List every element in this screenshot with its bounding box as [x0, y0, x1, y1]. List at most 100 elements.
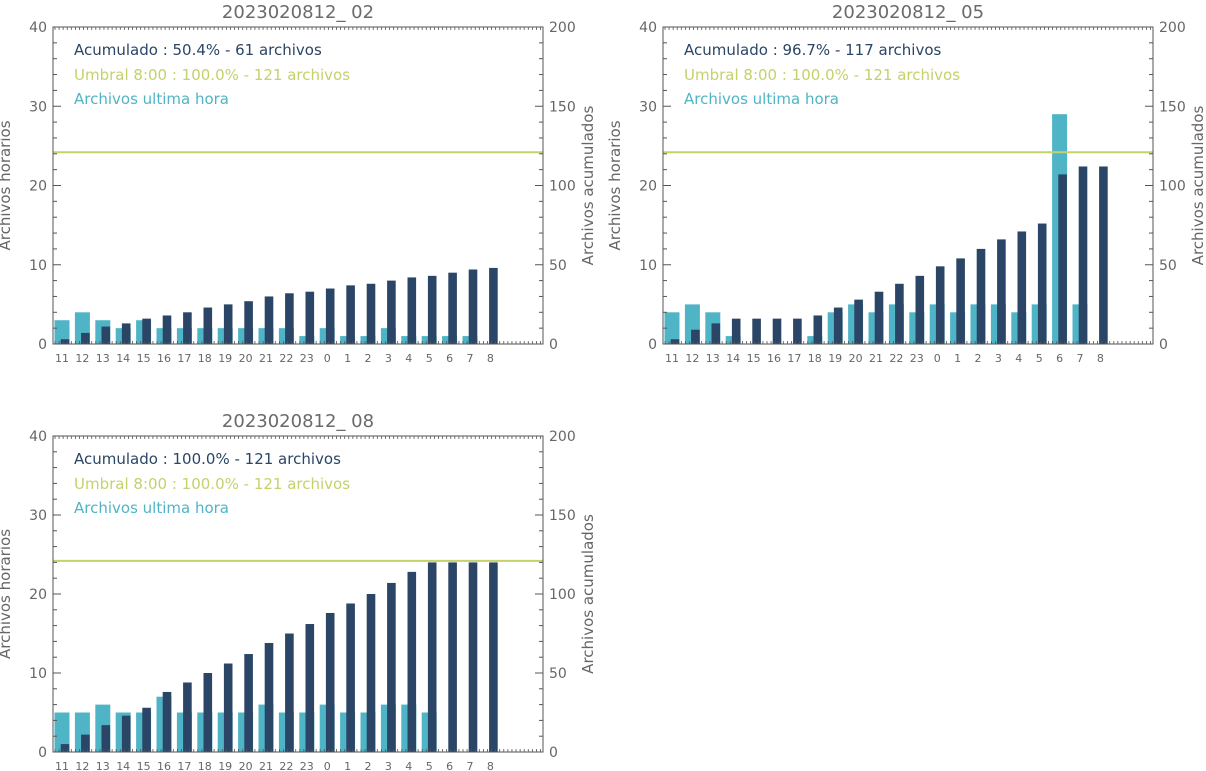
hourly-bar-11 — [664, 312, 680, 344]
x-tick-label-11: 11 — [665, 352, 679, 365]
cumulative-bar-22 — [285, 293, 294, 344]
x-tick-label-1: 1 — [954, 352, 961, 365]
x-tick-label-8: 8 — [1097, 352, 1104, 365]
cumulative-bar-0 — [325, 288, 335, 344]
x-tick-label-13: 13 — [96, 352, 110, 365]
y-right-tick-label-150: 150 — [1159, 99, 1186, 115]
x-tick-label-11: 11 — [55, 760, 69, 771]
cumulative-bar-22 — [285, 633, 294, 752]
cumulative-bar-16 — [772, 318, 782, 344]
legend-cumulative: Acumulado : 50.4% - 61 archivos — [74, 41, 322, 59]
x-tick-label-17: 17 — [177, 352, 191, 365]
cumulative-bar-8 — [1099, 166, 1108, 344]
legend-threshold: Umbral 8:00 : 100.0% - 121 archivos — [74, 475, 350, 493]
y-right-tick-label-150: 150 — [549, 99, 576, 115]
cumulative-bar-5 — [427, 562, 437, 752]
hourly-bar-11 — [54, 320, 70, 344]
cumulative-bar-4 — [1017, 231, 1027, 344]
cumulative-bar-3 — [997, 239, 1006, 344]
cumulative-bar-6 — [448, 272, 457, 344]
cumulative-bar-7 — [468, 562, 478, 752]
y-left-tick-label-40: 40 — [639, 20, 657, 36]
x-tick-label-12: 12 — [685, 352, 699, 365]
x-tick-label-16: 16 — [767, 352, 781, 365]
y-right-tick-label-0: 0 — [549, 745, 558, 761]
cumulative-bar-23 — [305, 291, 315, 344]
cumulative-bar-17 — [183, 312, 192, 344]
x-tick-label-19: 19 — [218, 352, 232, 365]
x-tick-label-12: 12 — [75, 760, 89, 771]
cumulative-bar-1 — [956, 258, 965, 344]
x-tick-label-23: 23 — [300, 352, 314, 365]
x-tick-label-14: 14 — [726, 352, 740, 365]
cumulative-bar-12 — [81, 332, 90, 344]
x-tick-label-5: 5 — [426, 352, 433, 365]
y-right-tick-label-150: 150 — [549, 508, 576, 524]
cumulative-bar-19 — [833, 307, 843, 344]
cumulative-bar-13 — [101, 326, 111, 344]
y-right-tick-label-100: 100 — [549, 587, 576, 603]
cumulative-bar-5 — [427, 275, 437, 344]
y-right-tick-label-100: 100 — [1159, 179, 1186, 195]
x-tick-label-15: 15 — [137, 352, 151, 365]
y-right-tick-label-100: 100 — [549, 179, 576, 195]
y-right-tick-label-0: 0 — [549, 337, 558, 353]
x-tick-label-2: 2 — [365, 352, 372, 365]
y-right-tick-label-200: 200 — [549, 20, 576, 36]
cumulative-bar-11 — [60, 744, 70, 752]
x-tick-label-20: 20 — [849, 352, 863, 365]
x-tick-label-3: 3 — [995, 352, 1002, 365]
cumulative-bar-14 — [731, 318, 741, 344]
cumulative-bar-2 — [366, 594, 376, 752]
x-tick-label-19: 19 — [828, 352, 842, 365]
cumulative-bar-11 — [60, 339, 70, 344]
cumulative-bar-21 — [264, 296, 274, 344]
x-tick-label-7: 7 — [467, 352, 474, 365]
x-tick-label-4: 4 — [405, 760, 412, 771]
cumulative-bar-15 — [142, 707, 151, 752]
y-left-tick-label-10: 10 — [639, 258, 657, 274]
cumulative-bar-18 — [813, 315, 823, 344]
x-tick-label-3: 3 — [385, 352, 392, 365]
x-tick-label-1: 1 — [344, 352, 351, 365]
cumulative-bar-18 — [203, 307, 213, 344]
cumulative-bar-1 — [346, 603, 355, 752]
y-left-tick-label-30: 30 — [639, 99, 657, 115]
y-left-axis-title: Archivos horarios — [606, 120, 624, 250]
legend-hourly: Archivos ultima hora — [684, 90, 839, 108]
x-tick-label-2: 2 — [365, 760, 372, 771]
x-tick-label-18: 18 — [808, 352, 822, 365]
x-tick-label-2: 2 — [975, 352, 982, 365]
cumulative-bar-8 — [489, 562, 498, 752]
cumulative-bar-17 — [793, 318, 802, 344]
y-left-tick-label-20: 20 — [29, 179, 47, 195]
cumulative-bar-0 — [325, 612, 335, 752]
x-tick-label-3: 3 — [385, 760, 392, 771]
y-right-tick-label-50: 50 — [1159, 258, 1177, 274]
x-tick-label-4: 4 — [405, 352, 412, 365]
x-tick-label-0: 0 — [324, 760, 331, 771]
cumulative-bar-3 — [387, 280, 396, 344]
y-right-tick-label-200: 200 — [549, 429, 576, 445]
x-tick-label-8: 8 — [487, 352, 494, 365]
y-left-tick-label-40: 40 — [29, 20, 47, 36]
y-right-tick-label-200: 200 — [1159, 20, 1186, 36]
y-left-tick-label-10: 10 — [29, 666, 47, 682]
cumulative-bar-20 — [244, 301, 253, 344]
y-right-tick-label-50: 50 — [549, 258, 567, 274]
y-left-tick-label-0: 0 — [38, 745, 47, 761]
x-tick-label-0: 0 — [324, 352, 331, 365]
x-tick-label-11: 11 — [55, 352, 69, 365]
cumulative-bar-2 — [366, 283, 376, 344]
x-tick-label-22: 22 — [889, 352, 903, 365]
y-left-axis-title: Archivos horarios — [0, 120, 14, 250]
x-tick-label-22: 22 — [279, 352, 293, 365]
y-left-tick-label-0: 0 — [648, 337, 657, 353]
cumulative-bar-19 — [223, 663, 233, 752]
y-left-tick-label-20: 20 — [29, 587, 47, 603]
cumulative-bar-6 — [448, 562, 457, 752]
x-tick-label-13: 13 — [706, 352, 720, 365]
cumulative-bar-11 — [670, 339, 680, 344]
